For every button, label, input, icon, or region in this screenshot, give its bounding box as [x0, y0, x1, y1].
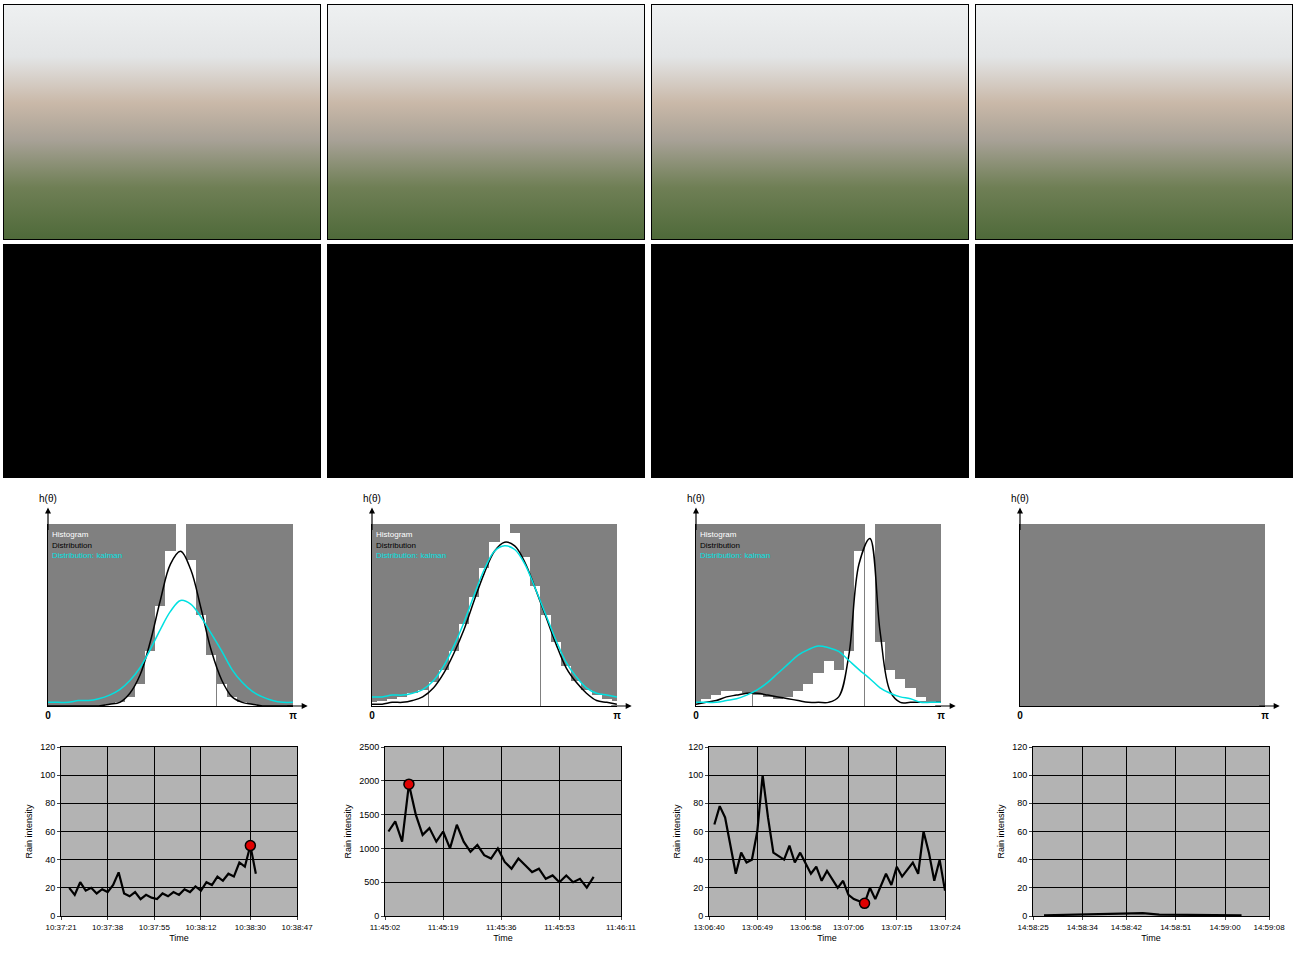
svg-text:10:37:55: 10:37:55: [139, 923, 171, 932]
svg-text:11:45:19: 11:45:19: [428, 923, 459, 932]
svg-text:Distribution: Distribution: [376, 541, 416, 550]
svg-text:20: 20: [1017, 883, 1027, 893]
svg-text:60: 60: [693, 827, 703, 837]
svg-text:Distribution: Distribution: [52, 541, 92, 550]
svg-text:20: 20: [45, 883, 55, 893]
svg-text:10:37:21: 10:37:21: [45, 923, 77, 932]
svg-text:11:46:11: 11:46:11: [606, 923, 637, 932]
svg-text:0: 0: [693, 710, 699, 721]
svg-text:10:38:12: 10:38:12: [185, 923, 217, 932]
svg-text:π: π: [613, 710, 621, 721]
svg-text:Rain intensity: Rain intensity: [672, 804, 682, 859]
svg-text:Rain intensity: Rain intensity: [343, 804, 353, 859]
svg-text:13:06:40: 13:06:40: [693, 923, 725, 932]
svg-text:2500: 2500: [359, 742, 379, 752]
svg-text:100: 100: [40, 770, 55, 780]
svg-text:h(θ): h(θ): [363, 493, 381, 504]
svg-text:14:58:42: 14:58:42: [1111, 923, 1143, 932]
svg-text:2000: 2000: [359, 776, 379, 786]
svg-text:80: 80: [693, 798, 703, 808]
svg-text:Histogram: Histogram: [700, 530, 737, 539]
svg-text:14:59:08: 14:59:08: [1253, 923, 1285, 932]
svg-text:Time: Time: [1141, 933, 1161, 943]
svg-text:1500: 1500: [359, 810, 379, 820]
svg-text:14:58:51: 14:58:51: [1160, 923, 1192, 932]
svg-text:60: 60: [1017, 827, 1027, 837]
svg-text:Rain intensity: Rain intensity: [996, 804, 1006, 859]
svg-text:Histogram: Histogram: [376, 530, 413, 539]
svg-text:13:06:49: 13:06:49: [742, 923, 774, 932]
svg-text:Distribution: kalman: Distribution: kalman: [52, 551, 122, 560]
svg-text:60: 60: [45, 827, 55, 837]
svg-text:100: 100: [1012, 770, 1027, 780]
svg-text:14:58:34: 14:58:34: [1067, 923, 1099, 932]
svg-text:π: π: [1261, 710, 1269, 721]
svg-text:120: 120: [40, 742, 55, 752]
svg-text:11:45:02: 11:45:02: [370, 923, 401, 932]
svg-text:π: π: [289, 710, 297, 721]
svg-text:100: 100: [688, 770, 703, 780]
svg-text:Time: Time: [169, 933, 189, 943]
svg-text:0: 0: [1017, 710, 1023, 721]
svg-text:h(θ): h(θ): [1011, 493, 1029, 504]
svg-text:11:45:36: 11:45:36: [486, 923, 517, 932]
svg-text:40: 40: [1017, 855, 1027, 865]
svg-text:10:37:38: 10:37:38: [92, 923, 124, 932]
svg-text:40: 40: [45, 855, 55, 865]
svg-text:13:07:24: 13:07:24: [929, 923, 961, 932]
svg-text:0: 0: [698, 911, 703, 921]
svg-text:13:07:15: 13:07:15: [881, 923, 913, 932]
svg-text:Distribution: kalman: Distribution: kalman: [700, 551, 770, 560]
svg-text:13:06:58: 13:06:58: [790, 923, 822, 932]
svg-text:80: 80: [1017, 798, 1027, 808]
svg-text:10:38:47: 10:38:47: [281, 923, 313, 932]
svg-text:120: 120: [688, 742, 703, 752]
svg-text:Time: Time: [493, 933, 513, 943]
svg-text:0: 0: [369, 710, 375, 721]
svg-text:0: 0: [50, 911, 55, 921]
svg-text:20: 20: [693, 883, 703, 893]
svg-text:0: 0: [374, 911, 379, 921]
svg-text:14:59:00: 14:59:00: [1210, 923, 1242, 932]
svg-text:10:38:30: 10:38:30: [235, 923, 267, 932]
svg-text:80: 80: [45, 798, 55, 808]
svg-text:0: 0: [1022, 911, 1027, 921]
svg-text:13:07:06: 13:07:06: [833, 923, 865, 932]
svg-text:Distribution: kalman: Distribution: kalman: [376, 551, 446, 560]
svg-text:Rain intensity: Rain intensity: [24, 804, 34, 859]
svg-text:11:45:53: 11:45:53: [544, 923, 575, 932]
svg-text:Time: Time: [817, 933, 837, 943]
svg-text:Distribution: Distribution: [700, 541, 740, 550]
svg-text:500: 500: [364, 877, 379, 887]
svg-text:1000: 1000: [359, 844, 379, 854]
svg-text:120: 120: [1012, 742, 1027, 752]
svg-text:14:58:25: 14:58:25: [1017, 923, 1049, 932]
svg-text:40: 40: [693, 855, 703, 865]
svg-text:Histogram: Histogram: [52, 530, 89, 539]
svg-text:0: 0: [45, 710, 51, 721]
svg-text:π: π: [937, 710, 945, 721]
svg-text:h(θ): h(θ): [687, 493, 705, 504]
svg-text:h(θ): h(θ): [39, 493, 57, 504]
